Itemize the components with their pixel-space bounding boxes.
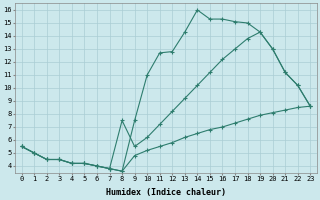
- X-axis label: Humidex (Indice chaleur): Humidex (Indice chaleur): [106, 188, 226, 197]
